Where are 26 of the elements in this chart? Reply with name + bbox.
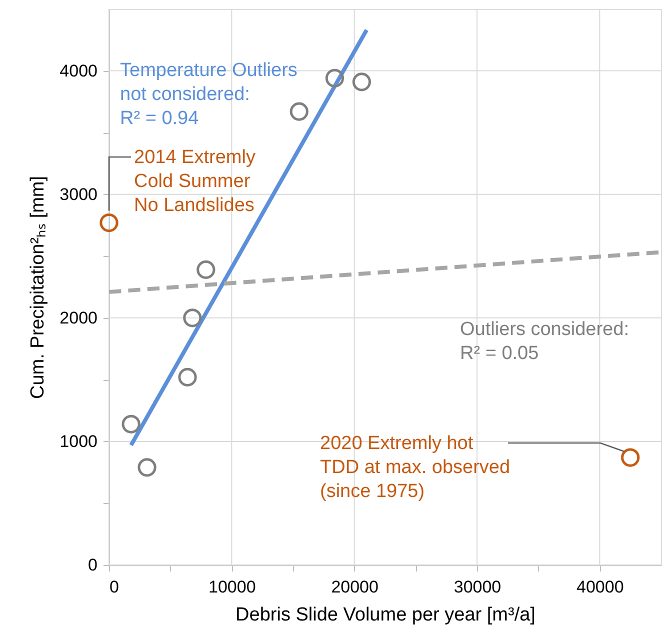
x-axis-title: Debris Slide Volume per year [m³/a] [236, 604, 536, 626]
x-tick-label: 30000 [454, 578, 502, 596]
x-tick-label: 20000 [331, 578, 378, 596]
point [178, 368, 197, 386]
point [621, 448, 640, 467]
x-tick-label: 10000 [208, 578, 256, 596]
point [290, 102, 308, 121]
y-tick-label: 2000 [60, 308, 98, 328]
x-tick-label: 40000 [576, 578, 624, 596]
point [352, 72, 372, 92]
annotation: 2014 Extremly Cold Summer No Landslides [134, 147, 256, 216]
x-tick-label: 0 [110, 578, 119, 596]
y-tick-label: 3000 [60, 184, 98, 204]
point [122, 414, 140, 434]
y-axis-title: Cum. Precipitation²ₕₛ [mm] [28, 176, 49, 400]
annotation: Temperature Outliers not considered: R² = 0.94 [120, 60, 298, 129]
point [100, 213, 118, 232]
y-tick-label: 1000 [60, 432, 98, 451]
point [196, 260, 216, 279]
y-tick-label: 0 [88, 556, 98, 574]
point [325, 68, 344, 88]
point [138, 458, 156, 477]
annotation: 2020 Extremly hot TDD at max. observed (since 1975) [320, 433, 510, 502]
y-tick-label: 4000 [60, 61, 98, 80]
annotation: Outliers considered: R² = 0.05 [460, 319, 629, 364]
point [183, 308, 202, 328]
